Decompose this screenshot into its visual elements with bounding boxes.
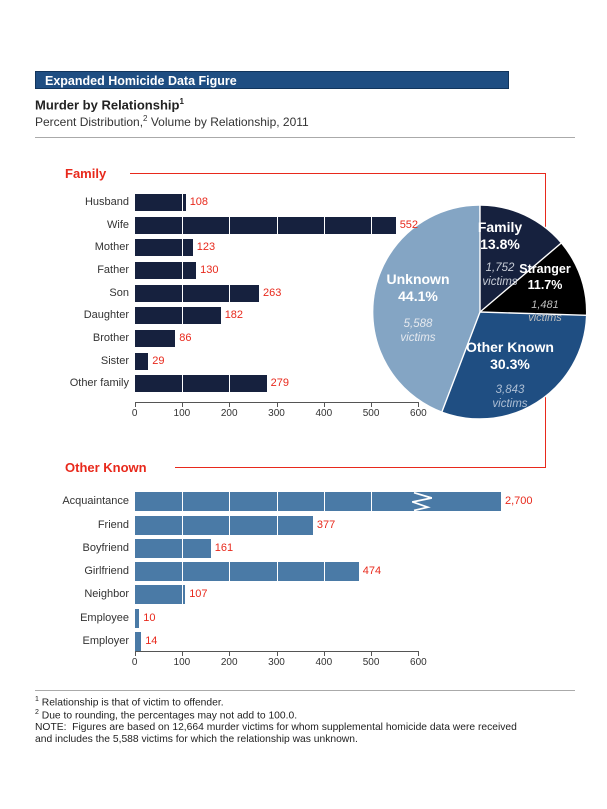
svg-text:1,481: 1,481 [531, 299, 559, 311]
